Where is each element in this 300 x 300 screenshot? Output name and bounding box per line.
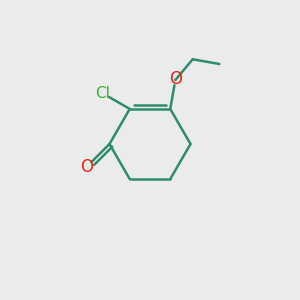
- Text: O: O: [80, 158, 94, 175]
- Text: Cl: Cl: [95, 86, 110, 101]
- Text: O: O: [169, 70, 182, 88]
